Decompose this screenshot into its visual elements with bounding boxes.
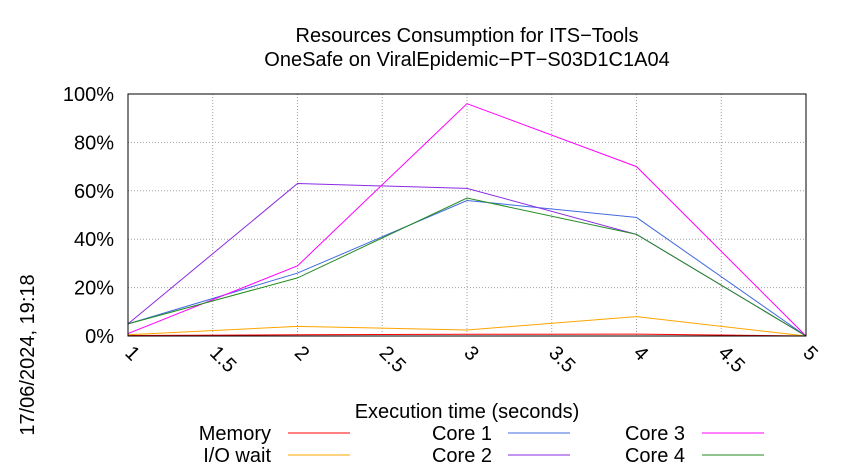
series-line-memory [127,333,807,337]
x-tick-label: 2 [290,342,313,365]
series-line-core-3 [127,103,807,337]
x-tick-label: 4.5 [714,342,749,377]
x-tick-label: 3.5 [544,342,579,377]
chart-subtitle: OneSafe on ViralEpidemic−PT−S03D1C1A04 [264,49,669,71]
x-tick-label: 4 [629,342,652,365]
y-tick-label: 80% [74,132,114,154]
x-axis-label: Execution time (seconds) [355,401,580,423]
x-tick-label: 1.5 [205,342,240,377]
legend-label: Core 1 [432,423,492,445]
y-tick-label: 20% [74,278,114,300]
side-timestamp: 17/06/2024, 19:18 [17,274,39,435]
x-tick-labels: 1 1.5 2 2.5 3 3.5 4 4.5 5 [120,342,821,377]
y-tick-label: 60% [74,181,114,203]
series-line-core-1 [127,199,807,337]
legend-label: Memory [199,423,271,445]
x-tick-label: 5 [798,342,821,365]
legend-label: Core 4 [625,445,685,467]
x-tick-label: 3 [459,342,482,365]
y-tick-label: 40% [74,229,114,251]
legend-label: Core 2 [432,445,492,467]
legend-label: I/O wait [203,445,271,467]
x-tick-label: 1 [120,342,143,365]
grid-lines [127,93,807,337]
series-line-i-o-wait [127,316,807,337]
chart-title: Resources Consumption for ITS−Tools [296,25,639,47]
series-line-core-4 [127,197,807,337]
y-tick-label: 0% [85,326,114,348]
y-tick-labels: 0% 20% 40% 60% 80% 100% [63,84,114,348]
plot-frame [127,93,807,337]
y-tick-label: 100% [63,84,114,106]
x-tick-label: 2.5 [375,342,410,377]
series-lines [127,103,807,337]
legend-label: Core 3 [625,423,685,445]
